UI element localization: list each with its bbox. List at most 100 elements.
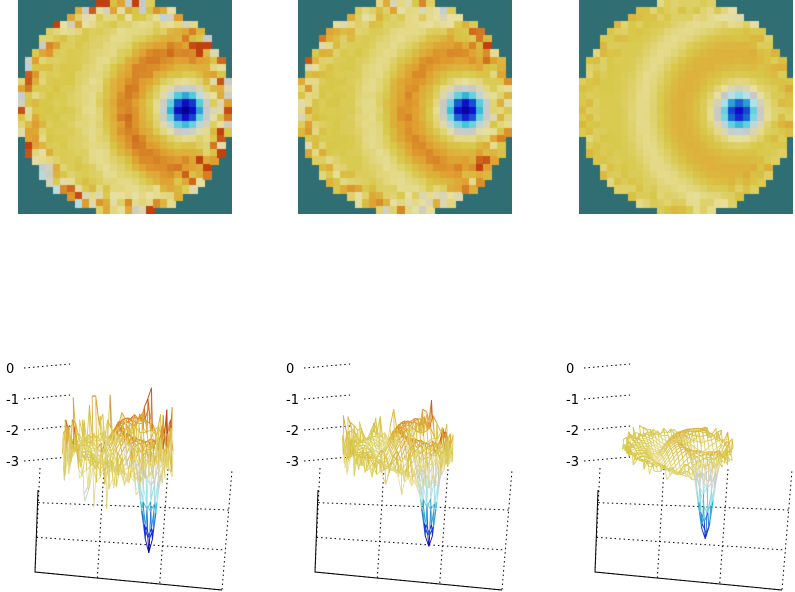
mesh-segment bbox=[640, 433, 642, 436]
mesh-segment bbox=[109, 434, 112, 441]
mesh-segment bbox=[637, 453, 639, 455]
mesh-segment bbox=[155, 502, 158, 513]
mesh-segment bbox=[103, 463, 106, 466]
mesh-segment bbox=[693, 428, 696, 431]
mesh-segment bbox=[354, 447, 357, 453]
mesh-segment bbox=[644, 453, 647, 456]
mesh-segment bbox=[641, 454, 644, 457]
mesh-segment bbox=[97, 441, 102, 447]
z-grid-line bbox=[583, 456, 631, 462]
mesh-segment bbox=[386, 450, 391, 457]
mesh-segment bbox=[381, 448, 384, 451]
mesh-segment bbox=[119, 458, 122, 469]
mesh-segment bbox=[397, 476, 403, 495]
mesh-segment bbox=[728, 440, 730, 443]
mesh-segment bbox=[369, 444, 371, 447]
mesh-segment bbox=[688, 429, 691, 432]
mesh-segment bbox=[667, 443, 669, 446]
mesh-segment bbox=[650, 462, 652, 465]
mesh-segment bbox=[101, 432, 104, 441]
mesh-segment bbox=[171, 451, 174, 478]
mesh-segment bbox=[682, 444, 684, 447]
mesh-segment bbox=[656, 453, 661, 459]
mesh-segment bbox=[413, 443, 416, 455]
mesh-segment bbox=[652, 429, 655, 436]
mesh-segment bbox=[654, 460, 657, 463]
mesh-segment bbox=[365, 447, 370, 451]
mesh-segment bbox=[440, 445, 442, 458]
mesh-segment bbox=[148, 451, 151, 476]
mesh-segment bbox=[440, 433, 443, 443]
mesh-segment bbox=[694, 451, 697, 454]
mesh-segment bbox=[661, 449, 666, 457]
mesh-segment bbox=[92, 461, 95, 463]
mesh-segment bbox=[402, 441, 404, 444]
mesh-segment bbox=[726, 445, 729, 453]
mesh-segment bbox=[143, 428, 148, 434]
mesh-segment bbox=[708, 446, 711, 459]
mesh-segment bbox=[706, 427, 709, 438]
mesh-segment bbox=[633, 447, 636, 450]
mesh-segment bbox=[123, 427, 125, 431]
mesh-segment bbox=[88, 434, 90, 437]
mesh-segment bbox=[115, 425, 118, 430]
mesh-segment bbox=[127, 418, 130, 423]
mesh-segment bbox=[686, 434, 689, 439]
mesh-segment bbox=[127, 473, 130, 484]
mesh-segment bbox=[139, 432, 142, 440]
mesh-segment bbox=[106, 419, 112, 429]
mesh-segment bbox=[648, 454, 650, 457]
mesh-segment bbox=[79, 455, 85, 468]
mesh-segment bbox=[149, 511, 152, 539]
mesh-segment bbox=[659, 445, 662, 448]
mesh-segment bbox=[703, 441, 706, 451]
mesh-segment bbox=[126, 417, 129, 419]
mesh-segment bbox=[669, 457, 675, 464]
mesh-segment bbox=[431, 526, 434, 537]
mesh-segment bbox=[147, 387, 152, 399]
mesh-segment bbox=[412, 421, 414, 423]
mesh-segment bbox=[402, 469, 405, 474]
mesh-segment bbox=[91, 454, 94, 458]
mesh-segment bbox=[168, 466, 173, 478]
mesh-segment bbox=[356, 453, 358, 455]
mesh-segment bbox=[678, 457, 684, 463]
mesh-segment bbox=[697, 501, 700, 503]
mesh-segment bbox=[654, 446, 657, 451]
mesh-segment bbox=[664, 449, 666, 451]
mesh-segment bbox=[374, 456, 377, 460]
mesh-segment bbox=[675, 450, 678, 454]
mesh-segment bbox=[135, 427, 138, 440]
mesh-segment bbox=[92, 466, 95, 508]
mesh-segment bbox=[668, 470, 671, 473]
mesh-segment bbox=[708, 523, 711, 528]
mesh-segment bbox=[116, 454, 119, 461]
mesh-segment bbox=[92, 432, 95, 446]
mesh-segment bbox=[438, 459, 441, 470]
mesh-segment bbox=[377, 458, 379, 461]
mesh-segment bbox=[87, 456, 89, 461]
mesh-segment bbox=[85, 441, 88, 444]
mesh-segment bbox=[432, 504, 435, 527]
mesh-segment bbox=[420, 465, 423, 479]
mesh-segment bbox=[144, 454, 147, 478]
mesh-segment bbox=[673, 453, 678, 459]
mesh-segment bbox=[705, 458, 710, 461]
mesh-segment bbox=[162, 415, 165, 435]
mesh-segment bbox=[134, 455, 137, 465]
z-grid-line bbox=[303, 456, 351, 462]
mesh-segment bbox=[433, 482, 436, 502]
mesh-segment bbox=[148, 539, 153, 553]
mesh-segment bbox=[642, 427, 645, 437]
mesh-segment bbox=[428, 443, 431, 447]
mesh-segment bbox=[426, 426, 431, 432]
mesh-segment bbox=[381, 460, 384, 463]
mesh-segment bbox=[138, 452, 141, 462]
mesh-segment bbox=[125, 423, 128, 430]
mesh-segment bbox=[673, 457, 676, 463]
mesh-segment bbox=[82, 444, 85, 446]
mesh-segment bbox=[82, 469, 87, 473]
mesh-segment bbox=[655, 462, 657, 465]
mesh-segment bbox=[412, 479, 417, 486]
mesh-segment bbox=[395, 448, 397, 451]
